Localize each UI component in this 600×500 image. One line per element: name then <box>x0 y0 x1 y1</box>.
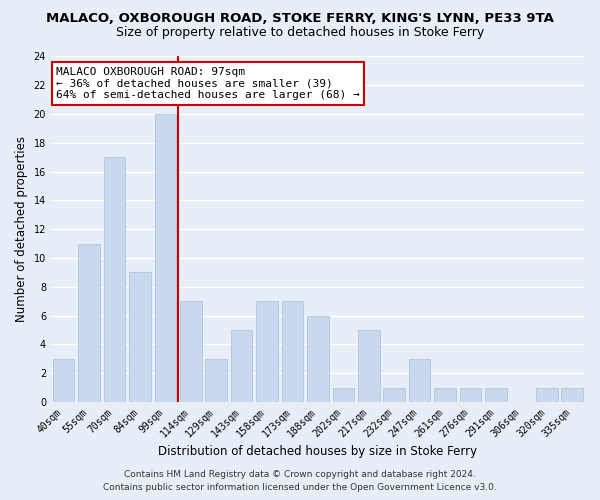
Bar <box>180 302 202 402</box>
Text: Size of property relative to detached houses in Stoke Ferry: Size of property relative to detached ho… <box>116 26 484 39</box>
Bar <box>434 388 456 402</box>
Bar <box>409 359 430 402</box>
Y-axis label: Number of detached properties: Number of detached properties <box>15 136 28 322</box>
X-axis label: Distribution of detached houses by size in Stoke Ferry: Distribution of detached houses by size … <box>158 444 478 458</box>
Bar <box>383 388 405 402</box>
Bar <box>485 388 507 402</box>
Text: MALACO OXBOROUGH ROAD: 97sqm
← 36% of detached houses are smaller (39)
64% of se: MALACO OXBOROUGH ROAD: 97sqm ← 36% of de… <box>56 67 360 100</box>
Bar <box>460 388 481 402</box>
Bar <box>282 302 304 402</box>
Bar <box>256 302 278 402</box>
Bar <box>231 330 253 402</box>
Text: MALACO, OXBOROUGH ROAD, STOKE FERRY, KING'S LYNN, PE33 9TA: MALACO, OXBOROUGH ROAD, STOKE FERRY, KIN… <box>46 12 554 26</box>
Bar <box>332 388 354 402</box>
Bar <box>129 272 151 402</box>
Bar <box>205 359 227 402</box>
Text: Contains HM Land Registry data © Crown copyright and database right 2024.
Contai: Contains HM Land Registry data © Crown c… <box>103 470 497 492</box>
Bar <box>78 244 100 402</box>
Bar <box>53 359 74 402</box>
Bar <box>358 330 380 402</box>
Bar <box>155 114 176 402</box>
Bar <box>562 388 583 402</box>
Bar <box>307 316 329 402</box>
Bar <box>104 158 125 402</box>
Bar <box>536 388 557 402</box>
